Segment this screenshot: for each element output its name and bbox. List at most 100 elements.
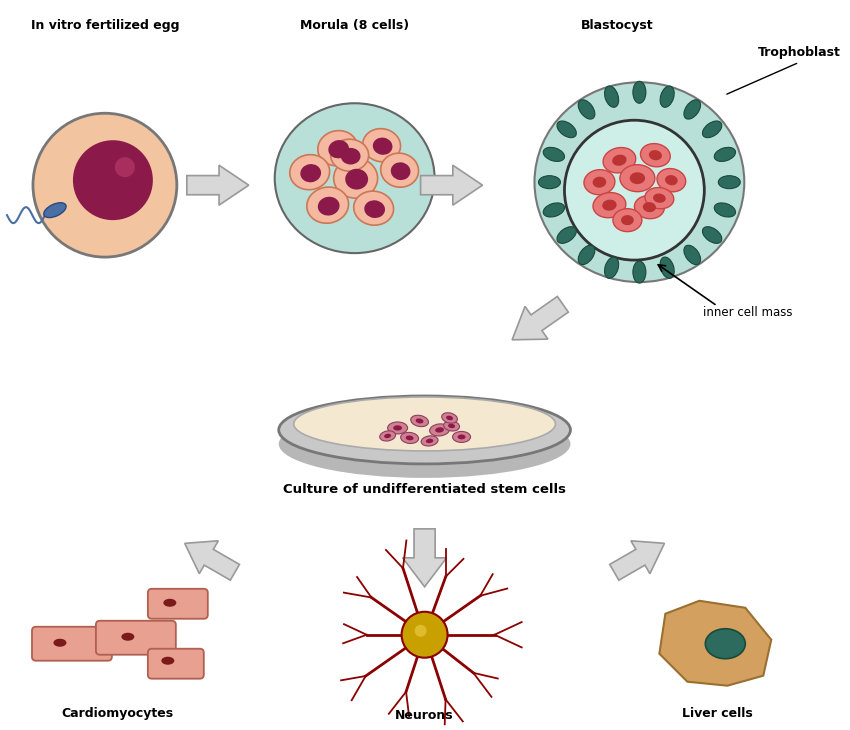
- Ellipse shape: [557, 121, 576, 138]
- Ellipse shape: [444, 421, 460, 431]
- Ellipse shape: [604, 147, 636, 173]
- Circle shape: [115, 157, 135, 177]
- Ellipse shape: [633, 81, 646, 103]
- Ellipse shape: [535, 82, 745, 282]
- Text: Neurons: Neurons: [395, 709, 454, 722]
- Ellipse shape: [543, 147, 564, 161]
- Ellipse shape: [300, 164, 321, 182]
- Circle shape: [401, 612, 448, 658]
- Ellipse shape: [394, 426, 402, 431]
- Ellipse shape: [602, 199, 616, 211]
- Ellipse shape: [318, 131, 358, 166]
- Circle shape: [33, 113, 177, 257]
- Ellipse shape: [634, 196, 665, 219]
- Ellipse shape: [543, 203, 564, 217]
- Ellipse shape: [604, 86, 619, 107]
- Text: Cardiomyocytes: Cardiomyocytes: [62, 707, 174, 721]
- Ellipse shape: [334, 158, 377, 198]
- Ellipse shape: [630, 172, 645, 184]
- Ellipse shape: [388, 422, 408, 434]
- Circle shape: [415, 625, 427, 637]
- Text: Liver cells: Liver cells: [682, 707, 753, 721]
- Polygon shape: [512, 296, 569, 339]
- Text: Blastocyst: Blastocyst: [581, 19, 654, 32]
- Circle shape: [73, 140, 153, 220]
- Ellipse shape: [539, 176, 560, 188]
- Polygon shape: [184, 541, 240, 580]
- Ellipse shape: [426, 439, 434, 443]
- Ellipse shape: [714, 147, 735, 161]
- Ellipse shape: [331, 139, 369, 172]
- Circle shape: [564, 120, 705, 260]
- PathPatch shape: [660, 601, 771, 685]
- Ellipse shape: [641, 144, 671, 167]
- Ellipse shape: [54, 639, 66, 647]
- Ellipse shape: [400, 432, 418, 444]
- Ellipse shape: [421, 436, 438, 446]
- Ellipse shape: [373, 137, 393, 155]
- Ellipse shape: [645, 188, 674, 209]
- Ellipse shape: [584, 169, 615, 195]
- Ellipse shape: [702, 227, 722, 243]
- Ellipse shape: [435, 427, 444, 433]
- Text: Morula (8 cells): Morula (8 cells): [300, 19, 409, 32]
- Ellipse shape: [665, 175, 677, 185]
- Ellipse shape: [684, 100, 700, 119]
- Polygon shape: [609, 541, 665, 580]
- Polygon shape: [421, 165, 483, 205]
- Ellipse shape: [452, 431, 471, 442]
- Ellipse shape: [706, 629, 745, 658]
- Ellipse shape: [429, 424, 450, 436]
- Ellipse shape: [307, 187, 348, 223]
- FancyBboxPatch shape: [148, 589, 207, 619]
- Ellipse shape: [649, 150, 662, 161]
- Ellipse shape: [684, 245, 700, 264]
- Ellipse shape: [328, 140, 349, 158]
- FancyBboxPatch shape: [96, 620, 176, 655]
- Ellipse shape: [557, 227, 576, 243]
- Ellipse shape: [363, 128, 400, 162]
- Ellipse shape: [448, 423, 455, 429]
- Ellipse shape: [405, 436, 414, 440]
- Ellipse shape: [718, 176, 740, 188]
- Ellipse shape: [660, 257, 674, 278]
- Ellipse shape: [612, 155, 626, 166]
- Ellipse shape: [446, 415, 453, 420]
- Ellipse shape: [275, 103, 434, 253]
- Ellipse shape: [604, 257, 619, 278]
- Polygon shape: [403, 529, 446, 587]
- Ellipse shape: [345, 169, 368, 190]
- Ellipse shape: [290, 155, 330, 190]
- Ellipse shape: [660, 86, 674, 107]
- Ellipse shape: [620, 165, 654, 192]
- Text: Trophoblast: Trophoblast: [758, 46, 841, 59]
- Ellipse shape: [318, 197, 339, 215]
- Ellipse shape: [341, 148, 360, 164]
- Ellipse shape: [163, 599, 176, 607]
- Ellipse shape: [416, 418, 423, 423]
- FancyBboxPatch shape: [32, 627, 112, 661]
- Ellipse shape: [442, 412, 457, 423]
- Text: Culture of undifferentiated stem cells: Culture of undifferentiated stem cells: [283, 483, 566, 496]
- Polygon shape: [187, 165, 249, 205]
- Ellipse shape: [44, 203, 66, 218]
- Ellipse shape: [633, 261, 646, 283]
- Ellipse shape: [578, 245, 595, 264]
- Ellipse shape: [457, 434, 466, 439]
- Ellipse shape: [354, 191, 394, 225]
- Ellipse shape: [384, 434, 391, 438]
- Ellipse shape: [613, 209, 642, 231]
- FancyBboxPatch shape: [148, 649, 204, 679]
- Ellipse shape: [411, 415, 428, 426]
- Ellipse shape: [381, 153, 418, 187]
- Ellipse shape: [578, 100, 595, 119]
- Ellipse shape: [391, 162, 411, 180]
- Ellipse shape: [380, 431, 395, 441]
- Ellipse shape: [294, 397, 555, 451]
- Ellipse shape: [122, 633, 134, 641]
- Ellipse shape: [365, 200, 385, 218]
- Ellipse shape: [653, 193, 666, 203]
- Ellipse shape: [657, 169, 686, 192]
- Text: inner cell mass: inner cell mass: [703, 306, 792, 318]
- Ellipse shape: [621, 215, 634, 225]
